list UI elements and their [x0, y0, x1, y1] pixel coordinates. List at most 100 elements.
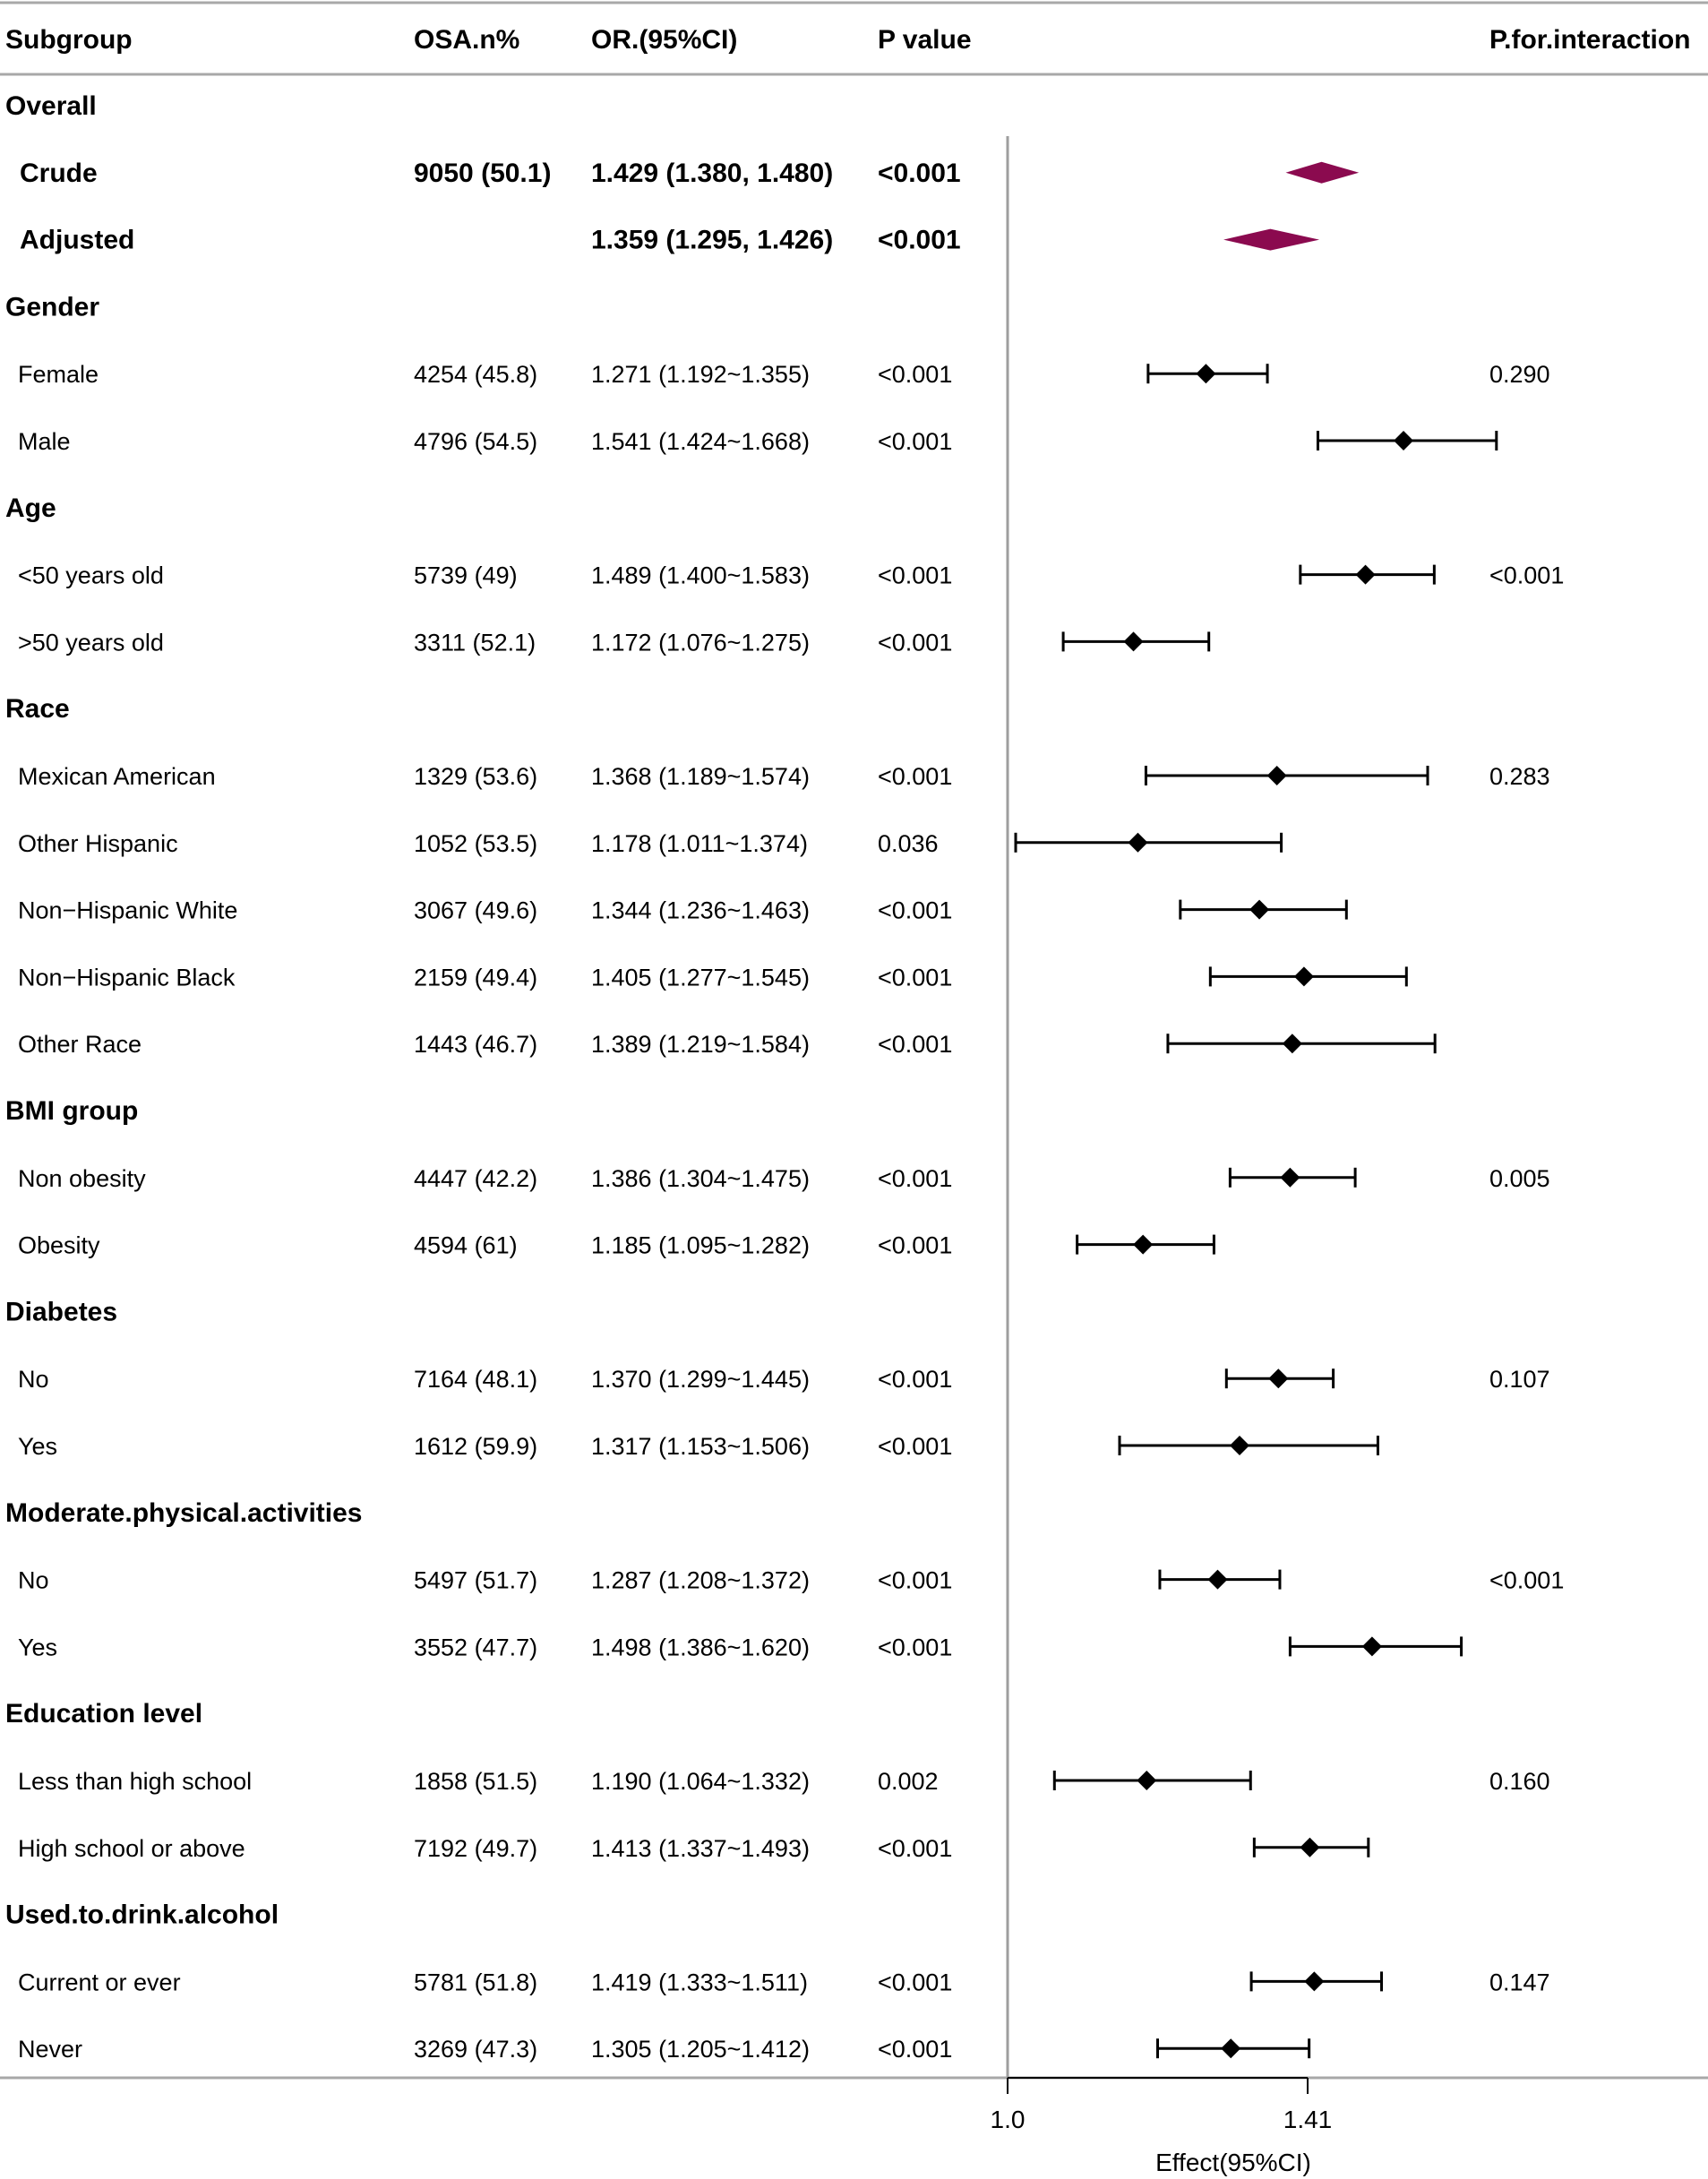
header-row: Subgroup OSA.n% OR.(95%CI) P value P.for… [5, 25, 1691, 55]
group-row: Race [5, 694, 70, 724]
or-ci-value: 1.405 (1.277~1.545) [591, 964, 810, 991]
osa-value: 1858 (51.5) [414, 1768, 537, 1795]
p-value: 0.036 [878, 830, 939, 857]
point-estimate [1196, 364, 1216, 384]
osa-value: 1329 (53.6) [414, 763, 537, 790]
subgroup-label: Other Hispanic [18, 830, 178, 857]
or-ci-value: 1.386 (1.304~1.475) [591, 1165, 810, 1192]
or-ci-value: 1.429 (1.380, 1.480) [591, 159, 833, 188]
p-value: <0.001 [878, 763, 952, 790]
p-value: <0.001 [878, 428, 952, 455]
table-row: Adjusted 1.359 (1.295, 1.426) <0.001 [20, 226, 961, 255]
group-label: Diabetes [5, 1297, 117, 1326]
subgroup-label: Female [18, 361, 99, 388]
table-row: Crude 9050 (50.1) 1.429 (1.380, 1.480) <0.0… [20, 159, 961, 188]
table-row: Non obesity 4447 (42.2) 1.386 (1.304~1.475… [18, 1165, 1550, 1192]
header-p-interaction: P.for.interaction [1489, 25, 1691, 55]
subgroup-label: Non−Hispanic White [18, 897, 237, 924]
point-estimate [1361, 1636, 1382, 1657]
p-interaction-value: 0.005 [1489, 1165, 1550, 1192]
or-ci-value: 1.317 (1.153~1.506) [591, 1433, 810, 1460]
subgroup-label: >50 years old [18, 629, 164, 656]
group-label: Education level [5, 1699, 202, 1729]
or-ci-value: 1.541 (1.424~1.668) [591, 428, 810, 455]
p-interaction-value: 0.290 [1489, 361, 1550, 388]
or-ci-value: 1.368 (1.189~1.574) [591, 763, 810, 790]
overall-diamond [1223, 228, 1320, 251]
point-estimate [1137, 1771, 1157, 1790]
osa-value: 3067 (49.6) [414, 897, 537, 924]
table-row: Obesity 4594 (61) 1.185 (1.095~1.282) <0.00… [18, 1232, 952, 1259]
or-ci-value: 1.359 (1.295, 1.426) [591, 226, 833, 255]
subgroup-label: Other Race [18, 1031, 142, 1058]
group-row: Education level [5, 1699, 202, 1729]
group-row: Overall [5, 91, 97, 121]
group-label: Gender [5, 292, 99, 322]
group-row: Diabetes [5, 1297, 117, 1326]
header-subgroup: Subgroup [5, 25, 133, 55]
subgroup-label: Current or ever [18, 1969, 181, 1995]
group-label: Race [5, 694, 70, 724]
table-row: High school or above 7192 (49.7) 1.413 (1.… [18, 1835, 952, 1862]
point-estimate [1268, 1368, 1289, 1389]
table-row: Other Hispanic 1052 (53.5) 1.178 (1.011~1.… [18, 830, 939, 857]
osa-value: 1052 (53.5) [414, 830, 537, 857]
subgroup-label: Less than high school [18, 1768, 252, 1795]
table-row: >50 years old 3311 (52.1) 1.172 (1.076~1.2… [18, 629, 952, 656]
osa-value: 3552 (47.7) [414, 1634, 537, 1660]
osa-value: 1443 (46.7) [414, 1031, 537, 1058]
or-ci-value: 1.271 (1.192~1.355) [591, 361, 810, 388]
p-value: <0.001 [878, 1232, 952, 1259]
point-estimate [1300, 1837, 1320, 1857]
p-value: <0.001 [878, 1634, 952, 1660]
subgroup-label: Obesity [18, 1232, 100, 1259]
point-estimate [1304, 1971, 1325, 1992]
p-value: <0.001 [878, 1433, 952, 1460]
table-row: Never 3269 (47.3) 1.305 (1.205~1.412) <0.00… [18, 2036, 952, 2063]
subgroup-label: Non−Hispanic Black [18, 964, 236, 991]
group-label: Age [5, 493, 56, 523]
point-estimate [1123, 631, 1144, 652]
osa-value: 4796 (54.5) [414, 428, 537, 455]
table-row: Female 4254 (45.8) 1.271 (1.192~1.355) <0.0… [18, 361, 1550, 388]
table-row: <50 years old 5739 (49) 1.489 (1.400~1.583… [18, 562, 1564, 589]
header-osa: OSA.n% [414, 25, 519, 55]
point-estimate [1355, 564, 1376, 585]
or-ci-value: 1.344 (1.236~1.463) [591, 897, 810, 924]
osa-value: 5497 (51.7) [414, 1567, 537, 1594]
table-row: Less than high school 1858 (51.5) 1.190 (1… [18, 1768, 1550, 1795]
table-row: Current or ever 5781 (51.8) 1.419 (1.333~1… [18, 1969, 1550, 1995]
table-row: No 7164 (48.1) 1.370 (1.299~1.445) <0.001 0.… [18, 1366, 1550, 1393]
p-interaction-value: 0.160 [1489, 1768, 1550, 1795]
p-value: <0.001 [878, 1031, 952, 1058]
p-value: 0.002 [878, 1768, 939, 1795]
or-ci-value: 1.489 (1.400~1.583) [591, 562, 810, 589]
p-interaction-value: 0.147 [1489, 1969, 1550, 1995]
table-row: Other Race 1443 (46.7) 1.389 (1.219~1.584)… [18, 1031, 952, 1058]
p-interaction-value: <0.001 [1489, 1567, 1564, 1594]
or-ci-value: 1.287 (1.208~1.372) [591, 1567, 810, 1594]
osa-value: 3311 (52.1) [414, 629, 536, 656]
subgroup-label: Adjusted [20, 226, 134, 255]
p-value: <0.001 [878, 1366, 952, 1393]
header-p-value: P value [878, 25, 972, 55]
subgroup-label: Yes [18, 1634, 57, 1660]
point-estimate [1266, 766, 1287, 785]
point-estimate [1221, 2038, 1241, 2059]
p-interaction-value: <0.001 [1489, 562, 1564, 589]
p-value: <0.001 [878, 226, 961, 255]
x-axis-label: Effect(95%CI) [1155, 2149, 1311, 2176]
subgroup-label: Crude [20, 159, 98, 188]
subgroup-label: Non obesity [18, 1165, 146, 1192]
or-ci-value: 1.413 (1.337~1.493) [591, 1835, 810, 1862]
group-row: Gender [5, 292, 99, 322]
point-estimate [1249, 899, 1270, 920]
p-value: <0.001 [878, 1165, 952, 1192]
subgroup-label: <50 years old [18, 562, 164, 589]
table-rows: Overall Crude 9050 (50.1) 1.429 (1.380, 1.4… [5, 91, 1564, 2063]
table-row: Mexican American 1329 (53.6) 1.368 (1.189~… [18, 763, 1550, 790]
or-ci-value: 1.178 (1.011~1.374) [591, 830, 808, 857]
point-estimate [1128, 832, 1148, 853]
table-row: Yes 1612 (59.9) 1.317 (1.153~1.506) <0.001 [18, 1433, 952, 1460]
